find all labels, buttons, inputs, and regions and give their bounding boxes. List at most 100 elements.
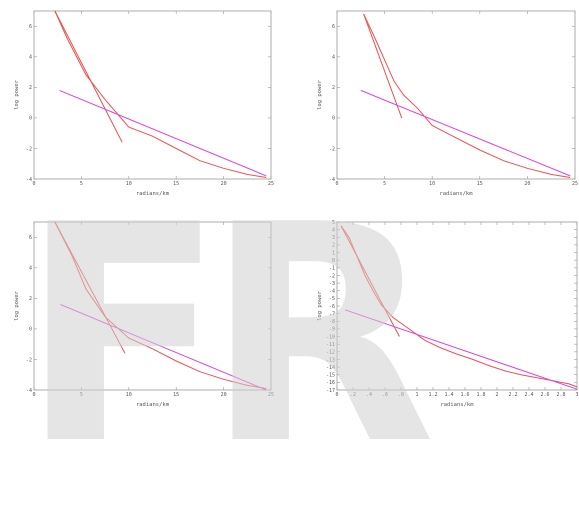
x-tick-label: 25: [572, 181, 578, 187]
y-tick-label: 2: [29, 85, 32, 91]
y-tick-label: 2: [332, 243, 335, 249]
series-line-shallow-fit: [59, 89, 267, 177]
y-tick-label: 3: [332, 235, 335, 241]
x-tick-label: 5: [80, 392, 83, 398]
y-tick-label: 0: [332, 116, 335, 122]
y-tick-label: 0: [332, 258, 335, 264]
y-tick-label: -5: [329, 296, 335, 302]
x-tick-label: 15: [173, 181, 179, 187]
y-tick-label: -16: [326, 380, 335, 386]
x-tick-label: 5: [383, 181, 386, 187]
x-tick-label: .6: [382, 392, 388, 398]
y-tick-label: 1: [332, 250, 335, 256]
y-tick-label: -4: [26, 388, 32, 394]
x-tick-label: 20: [221, 392, 227, 398]
y-tick-label: -6: [329, 304, 335, 310]
y-tick-label: 0: [29, 327, 32, 333]
x-tick-label: 2.4: [524, 392, 533, 398]
y-tick-label: 4: [29, 55, 32, 61]
chart-panel-bottom-right: 0 .2 .4 .6 .8 1 1.2 1.4 1.6 1.8 2 2.2 2.4 2.6 2.8 3 -17 -…: [317, 220, 579, 408]
x-tick-label: 1.6: [460, 392, 469, 398]
y-axis-label: log power: [14, 79, 20, 109]
x-tick-label: 15: [173, 392, 179, 398]
y-tick-label: 2: [29, 296, 32, 302]
y-tick-label: -8: [329, 319, 335, 325]
x-axis-label: radians/km: [136, 402, 170, 408]
series-line-shallow-fit: [344, 309, 578, 390]
x-tick-label: 20: [221, 181, 227, 187]
y-axis-label: log power: [317, 290, 323, 320]
x-tick-label: 0: [335, 181, 338, 187]
series-line-spectrum: [340, 225, 578, 388]
y-tick-label: -17: [326, 388, 335, 394]
y-tick-label: 6: [29, 24, 32, 30]
series-line-steep-fit: [54, 10, 123, 143]
x-tick-label: 10: [126, 392, 132, 398]
x-tick-label: 0: [32, 392, 35, 398]
y-tick-label: -2: [26, 357, 32, 363]
y-tick-label: 2: [332, 85, 335, 91]
series-line-spectrum: [54, 10, 267, 178]
x-tick-label: 2: [495, 392, 498, 398]
series-line-shallow-fit: [360, 89, 571, 177]
x-tick-label: 2.2: [508, 392, 517, 398]
x-tick-label: 0: [32, 181, 35, 187]
x-tick-label: 1: [415, 392, 418, 398]
x-tick-label: 2.8: [556, 392, 565, 398]
y-axis-label: log power: [14, 290, 20, 320]
x-tick-label: 5: [80, 181, 83, 187]
series-line-spectrum: [54, 221, 267, 389]
y-tick-label: 0: [29, 116, 32, 122]
x-tick-label: .8: [398, 392, 404, 398]
y-tick-label: -4: [26, 177, 32, 183]
series-line-spectrum: [363, 13, 571, 178]
y-tick-label: -3: [329, 281, 335, 287]
y-tick-label: -11: [326, 342, 335, 348]
x-axis-label: radians/km: [439, 191, 473, 197]
x-tick-label: 20: [524, 181, 530, 187]
x-tick-label: 0: [335, 392, 338, 398]
series-line-steep-fit: [340, 225, 400, 337]
series-line-shallow-fit: [60, 304, 267, 391]
y-tick-label: -1: [329, 266, 335, 272]
x-tick-label: 1.2: [428, 392, 437, 398]
x-tick-label: 25: [268, 181, 274, 187]
chart-panel-top-left: 0 5 10 15 20 25 -4 -2 0 2 4 6 radians/km log power: [14, 10, 274, 197]
y-tick-label: -10: [326, 334, 335, 340]
series-line-steep-fit: [54, 221, 126, 354]
x-tick-label: 1.8: [476, 392, 485, 398]
x-axis-label: radians/km: [136, 191, 170, 197]
x-tick-label: .2: [350, 392, 356, 398]
x-tick-label: 25: [268, 392, 274, 398]
x-axis-label: radians/km: [440, 402, 474, 408]
x-tick-label: 1.4: [444, 392, 453, 398]
x-tick-label: 2.6: [540, 392, 549, 398]
y-tick-label: -14: [326, 365, 335, 371]
y-tick-label: 6: [29, 235, 32, 241]
y-tick-label: -13: [326, 357, 335, 363]
y-tick-label: 4: [332, 227, 335, 233]
y-axis-label: log power: [317, 79, 323, 109]
y-tick-label: -2: [329, 273, 335, 279]
x-tick-label: 3: [575, 392, 578, 398]
plot-frame: [33, 10, 272, 180]
y-tick-label: -9: [329, 327, 335, 333]
y-tick-label: 4: [29, 266, 32, 272]
plot-frame: [336, 221, 578, 391]
plot-frame: [336, 10, 576, 180]
chart-panel-top-right: 0 5 10 15 20 25 -4 -2 0 2 4 6 radians/km log power: [317, 10, 578, 197]
x-tick-label: 10: [126, 181, 132, 187]
series-line-steep-fit: [363, 13, 403, 119]
y-tick-label: -4: [329, 289, 335, 295]
y-tick-label: -2: [26, 146, 32, 152]
y-tick-label: -2: [329, 146, 335, 152]
y-tick-label: -4: [329, 177, 335, 183]
y-tick-label: 6: [332, 24, 335, 30]
x-tick-label: 10: [429, 181, 435, 187]
plot-frame: [33, 221, 272, 391]
y-tick-label: -7: [329, 311, 335, 317]
y-tick-label: -12: [326, 350, 335, 356]
y-tick-label: 4: [332, 55, 335, 61]
y-tick-label: 5: [332, 220, 335, 226]
